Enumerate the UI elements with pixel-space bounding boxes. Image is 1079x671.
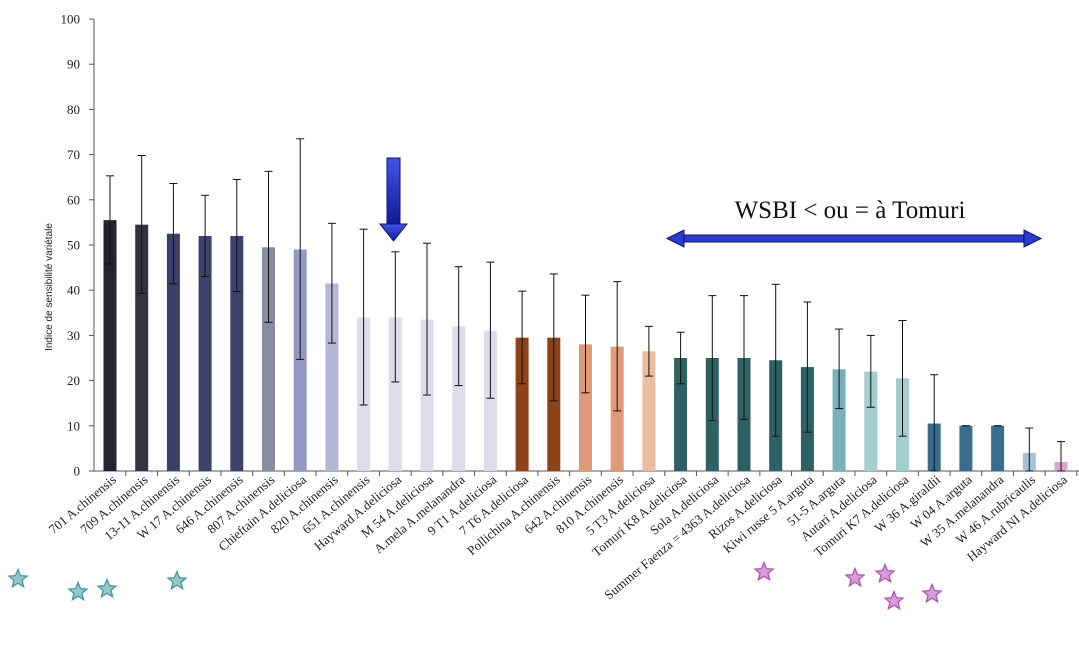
star-markers xyxy=(9,563,941,609)
y-tick-label: 90 xyxy=(67,57,80,72)
star-icon xyxy=(876,565,894,582)
y-tick-label: 40 xyxy=(67,283,80,298)
y-tick-label: 60 xyxy=(67,192,80,207)
y-tick-label: 30 xyxy=(67,328,80,343)
star-icon xyxy=(98,580,116,597)
y-tick-label: 70 xyxy=(67,147,80,162)
y-tick-label: 80 xyxy=(67,102,80,117)
y-axis: 0 10 20 30 40 50 60 70 80 90 100 xyxy=(61,12,1079,479)
annotation-wsbi: WSBI < ou = à Tomuri xyxy=(735,197,966,224)
y-tick-label: 50 xyxy=(67,238,80,253)
double-arrow-icon xyxy=(667,230,1041,247)
bar xyxy=(991,426,1004,471)
star-icon xyxy=(755,563,773,580)
star-icon xyxy=(69,583,87,600)
y-tick-label: 10 xyxy=(67,418,80,433)
y-axis-label: Indice de sensibilité variétale xyxy=(44,223,55,351)
y-tick-label: 0 xyxy=(74,464,81,479)
y-tick-label: 100 xyxy=(61,12,81,27)
star-icon xyxy=(885,592,903,609)
star-icon xyxy=(168,572,186,589)
star-icon xyxy=(846,569,864,586)
down-arrow-icon xyxy=(380,158,407,241)
bar xyxy=(959,426,972,471)
star-icon xyxy=(9,570,27,587)
star-icon xyxy=(923,585,941,602)
y-tick-label: 20 xyxy=(67,373,80,388)
